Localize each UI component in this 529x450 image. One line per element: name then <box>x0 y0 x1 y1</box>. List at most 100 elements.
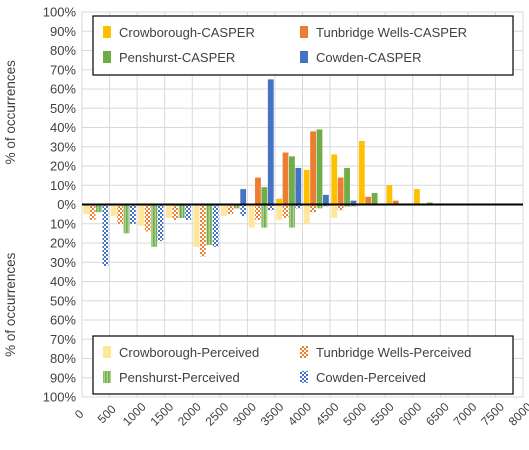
bar-perceived-3 <box>123 204 130 234</box>
bar-perceived-3 <box>316 204 323 209</box>
bar-perceived-4 <box>295 204 302 209</box>
x-tick-label: 1500 <box>147 400 176 429</box>
axes <box>81 11 524 398</box>
bar-perceived-2 <box>199 204 206 257</box>
bar-perceived-3 <box>178 204 185 218</box>
legend-label: Penshurst-CASPER <box>119 50 235 65</box>
bar-casper-2 <box>282 152 289 205</box>
bar-casper-2 <box>337 177 344 205</box>
bar-perceived-3 <box>151 204 158 247</box>
bar-perceived-1 <box>193 204 200 247</box>
y-tick-label: 90% <box>50 24 76 39</box>
bar-casper-2 <box>255 177 261 205</box>
y-tick-label: 20% <box>50 236 76 251</box>
legend-swatch <box>103 371 111 383</box>
bar-perceived-4 <box>212 204 219 247</box>
y-tick-label: 10% <box>50 178 76 193</box>
legends: Crowborough-CASPER Tunbridge Wells-CASPER… <box>92 15 514 395</box>
bar-perceived-4 <box>130 204 136 224</box>
y-tick-label: 60% <box>50 82 76 97</box>
y-tick-label: 30% <box>50 255 76 270</box>
y-tick-label: 50% <box>50 293 76 308</box>
bar-casper-3 <box>289 156 295 205</box>
bar-perceived-1 <box>165 204 172 218</box>
bar-casper-4 <box>295 167 302 205</box>
y-tick-label: 70% <box>50 62 76 77</box>
bar-perceived-3 <box>289 204 295 228</box>
bar-perceived-4 <box>185 204 191 220</box>
y-tick-label: 0% <box>57 197 76 212</box>
y-tick-label: 100% <box>43 390 77 405</box>
bar-perceived-1 <box>303 204 310 224</box>
bar-perceived-3 <box>233 204 240 209</box>
x-tick-label: 0 <box>72 407 87 422</box>
bar-casper-4 <box>267 79 274 205</box>
x-tick-label: 7000 <box>451 400 480 429</box>
x-tick-label: 5000 <box>340 400 369 429</box>
bar-casper-1 <box>386 185 393 205</box>
bar-perceived-2 <box>255 204 261 220</box>
bar-casper-4 <box>350 200 357 205</box>
x-tick-label: 1000 <box>120 400 149 429</box>
x-tick-label: 500 <box>95 402 119 426</box>
x-tick-label: 3000 <box>230 400 259 429</box>
y-tick-label: 30% <box>50 139 76 154</box>
y-tick-label: 60% <box>50 313 76 328</box>
legend-swatch <box>300 346 308 358</box>
legend-perceived <box>92 335 514 395</box>
bar-casper-3 <box>316 129 323 205</box>
bar-casper-1 <box>331 154 338 205</box>
legend-label: Cowden-Perceived <box>316 370 426 385</box>
y-tick-label: 70% <box>50 332 76 347</box>
bar-perceived-2 <box>117 204 124 224</box>
legend-swatch <box>300 26 308 38</box>
bar-perceived-2 <box>227 204 234 215</box>
bar-casper-1 <box>276 198 283 205</box>
y-tick-label: 40% <box>50 274 76 289</box>
y-tick-label: 80% <box>50 43 76 58</box>
x-tick-label: 8000 <box>506 400 529 429</box>
bar-casper-3 <box>261 187 268 205</box>
legend-label: Tunbridge Wells-CASPER <box>316 25 467 40</box>
x-tick-label: 2500 <box>203 400 232 429</box>
bar-perceived-3 <box>96 204 102 213</box>
bar-casper-3 <box>371 192 378 205</box>
bar-perceived-2 <box>282 204 289 218</box>
x-tick-label: 5500 <box>368 400 397 429</box>
x-tick-label: 4500 <box>313 400 342 429</box>
legend-label: Crowborough-CASPER <box>119 25 255 40</box>
legend-swatch <box>103 346 111 358</box>
x-tick-label: 2000 <box>175 400 204 429</box>
x-tick-label: 7500 <box>478 400 507 429</box>
legend-label: Cowden-CASPER <box>316 50 422 65</box>
bar-perceived-2 <box>310 204 316 213</box>
legend-swatch <box>103 26 111 38</box>
bar-perceived-2 <box>89 204 96 220</box>
y-axis-title: % of occurrences <box>3 252 18 357</box>
bar-perceived-1 <box>83 204 90 215</box>
y-axis-title: % of occurrences <box>3 60 18 165</box>
bar-perceived-1 <box>248 204 255 228</box>
legend-swatch <box>300 51 308 63</box>
y-tick-label: 90% <box>50 370 76 385</box>
y-tick-label: 40% <box>50 120 76 135</box>
bar-casper-2 <box>392 200 399 205</box>
bar-perceived-1 <box>110 204 117 217</box>
bar-perceived-3 <box>206 204 213 245</box>
x-tick-label: 6000 <box>396 400 425 429</box>
legend-swatch <box>103 51 111 63</box>
bars-layer <box>83 79 433 267</box>
x-tick-label: 4000 <box>285 400 314 429</box>
bar-perceived-1 <box>221 204 227 217</box>
bar-casper-3 <box>344 167 350 205</box>
bar-perceived-4 <box>102 204 109 267</box>
bar-perceived-4 <box>240 204 247 217</box>
bar-perceived-1 <box>138 204 145 226</box>
y-tick-label: 20% <box>50 159 76 174</box>
y-tick-label: 80% <box>50 351 76 366</box>
legend-swatch <box>300 371 308 383</box>
bar-casper-2 <box>365 196 372 205</box>
y-tick-label: 50% <box>50 101 76 116</box>
